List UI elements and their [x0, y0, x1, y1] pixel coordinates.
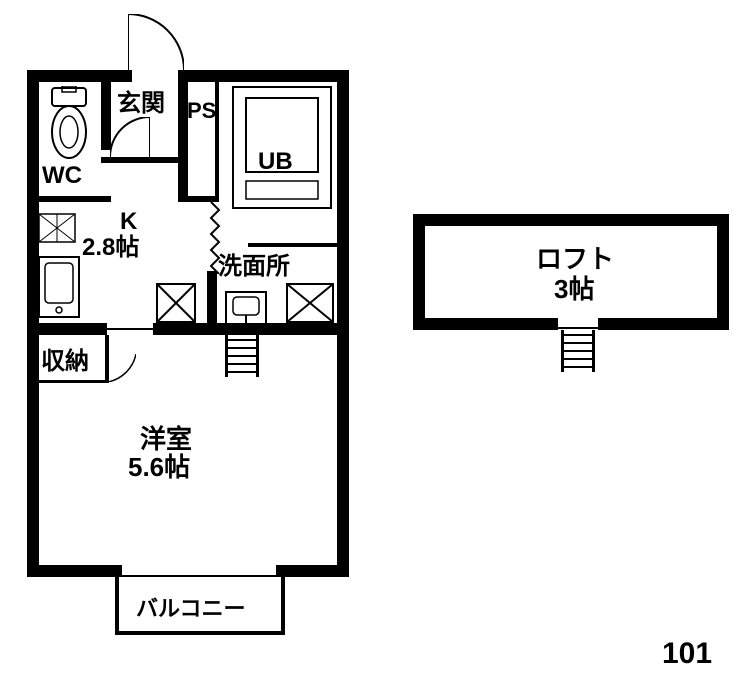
loft-ladder-main-icon — [225, 335, 259, 377]
genkan-label: 玄関 — [117, 90, 165, 119]
wc-wall-bottom — [27, 196, 111, 202]
storage-door-icon — [108, 346, 136, 382]
loft-wall-bottom-left — [413, 318, 558, 330]
floor-plan-canvas: WC 玄関 PS UB K 2.8帖 洗面所 収納 洋室 5.6帖 バルコニー … — [0, 0, 751, 692]
entry-door-icon — [128, 14, 184, 70]
wc-label: WC — [42, 162, 82, 191]
unit-number-label: 101 — [662, 636, 712, 672]
balcony-right — [281, 577, 285, 635]
loft-size-label: 3帖 — [554, 274, 594, 305]
storage-wall-bottom — [38, 380, 109, 383]
balcony-left — [115, 577, 119, 635]
row2-gap-line — [107, 328, 153, 330]
genkan-inner-door-icon — [110, 117, 150, 157]
kitchen-name-label: K — [120, 208, 137, 237]
balcony-door-line — [122, 575, 276, 577]
senmenjo-wall-top — [248, 243, 340, 247]
genkan-wall-bottom — [101, 157, 187, 163]
genkan-wall-right — [178, 70, 188, 198]
ps-label: PS — [187, 98, 216, 124]
loft-wall-bottom-right — [598, 318, 729, 330]
main-wall-bottom-right — [276, 565, 349, 577]
room-size-label: 5.6帖 — [128, 452, 190, 483]
storage-x-icon — [286, 283, 334, 323]
room-name-label: 洋室 — [140, 424, 192, 455]
main-wall-bottom-left — [27, 565, 122, 577]
loft-ladder-icon — [561, 330, 595, 372]
washer-space-icon — [156, 283, 196, 323]
gas-range-icon — [38, 213, 76, 243]
storage-label: 収納 — [41, 348, 89, 377]
toilet-fixture-icon — [48, 86, 90, 162]
senmenjo-wall-left — [207, 271, 217, 333]
balcony-label: バルコニー — [136, 596, 246, 622]
loft-opening-line — [558, 327, 598, 329]
kitchen-size-label: 2.8帖 — [82, 234, 139, 263]
sink-fixture-icon — [38, 256, 80, 318]
loft-name-label: ロフト — [536, 244, 614, 275]
loft-wall-left — [413, 214, 425, 330]
senmenjo-label: 洗面所 — [218, 253, 290, 282]
main-wall-top-right — [181, 70, 349, 82]
entry-jamb-left — [124, 70, 132, 82]
balcony-bottom — [115, 631, 285, 635]
washbasin-icon — [225, 291, 267, 325]
ub-label: UB — [258, 148, 293, 177]
loft-wall-top — [413, 214, 729, 226]
main-wall-top-left — [27, 70, 131, 82]
loft-wall-right — [717, 214, 729, 330]
row2-bottom — [27, 323, 349, 335]
